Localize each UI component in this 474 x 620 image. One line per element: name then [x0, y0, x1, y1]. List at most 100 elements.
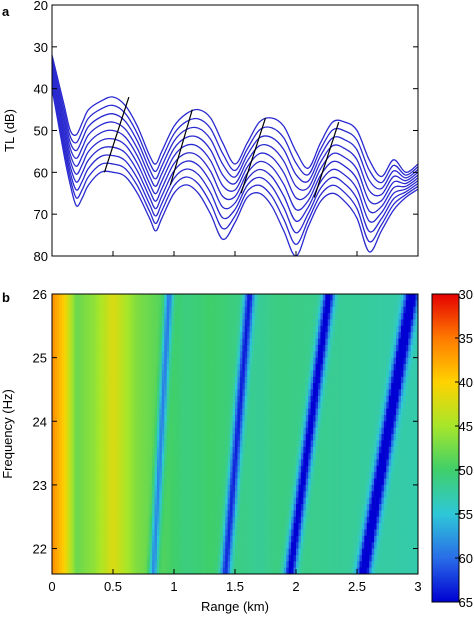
- heatmap-cell: [320, 478, 324, 486]
- heatmap-cell: [278, 300, 282, 308]
- heatmap-cell: [130, 434, 134, 441]
- heatmap-cell: [237, 472, 241, 480]
- heatmap-cell: [239, 332, 243, 340]
- heatmap-cell: [161, 332, 165, 340]
- heatmap-cell: [366, 294, 370, 301]
- heatmap-cell: [232, 376, 236, 384]
- heatmap-cell: [378, 395, 382, 403]
- heatmap-cell: [298, 319, 302, 327]
- heatmap-cell: [210, 434, 214, 441]
- heatmap-cell: [113, 434, 117, 441]
- heatmap-cell: [205, 402, 209, 410]
- heatmap-cell: [164, 446, 168, 454]
- heatmap-cell: [415, 351, 418, 359]
- heatmap-cell: [349, 434, 353, 441]
- heatmap-cell: [398, 414, 402, 422]
- heatmap-cell: [81, 427, 85, 435]
- heatmap-cell: [156, 319, 160, 327]
- heatmap-cell: [374, 497, 378, 505]
- heatmap-cell: [105, 453, 109, 461]
- heatmap-cell: [222, 453, 226, 461]
- heatmap-cell: [403, 294, 407, 301]
- heatmap-cell: [357, 497, 361, 505]
- heatmap-cell: [322, 313, 326, 321]
- heatmap-cell: [164, 338, 168, 346]
- heatmap-cell: [142, 465, 146, 473]
- heatmap-cell: [269, 497, 273, 505]
- heatmap-cell: [410, 491, 414, 499]
- heatmap-cell: [127, 408, 131, 416]
- heatmap-cell: [88, 421, 92, 429]
- heatmap-cell: [86, 376, 90, 384]
- heatmap-cell: [54, 465, 58, 473]
- heatmap-cell: [113, 395, 117, 403]
- heatmap-cell: [381, 294, 385, 301]
- heatmap-cell: [396, 465, 400, 473]
- heatmap-cell: [383, 440, 387, 448]
- heatmap-cell: [415, 383, 418, 391]
- heatmap-cell: [81, 344, 85, 352]
- heatmap-cell: [181, 294, 185, 301]
- heatmap-cell: [169, 357, 173, 365]
- heatmap-cell: [288, 383, 292, 391]
- heatmap-cell: [366, 357, 370, 365]
- heatmap-cell: [398, 421, 402, 429]
- heatmap-cell: [376, 332, 380, 340]
- heatmap-cell: [230, 364, 234, 371]
- heatmap-cell: [159, 484, 163, 492]
- heatmap-cell: [369, 453, 373, 461]
- heatmap-cell: [54, 395, 58, 403]
- heatmap-cell: [388, 465, 392, 473]
- heatmap-cell: [269, 414, 273, 422]
- heatmap-cell: [91, 294, 95, 301]
- heatmap-cell: [352, 446, 356, 454]
- heatmap-cell: [195, 453, 199, 461]
- heatmap-cell: [188, 421, 192, 429]
- heatmap-cell: [132, 453, 136, 461]
- heatmap-cell: [95, 491, 99, 499]
- heatmap-cell: [154, 344, 158, 352]
- heatmap-cell: [69, 332, 73, 340]
- heatmap-cell: [252, 370, 256, 378]
- heatmap-cell: [269, 389, 273, 397]
- heatmap-cell: [313, 402, 317, 410]
- heatmap-cell: [149, 294, 153, 301]
- heatmap-cell: [261, 472, 265, 480]
- heatmap-cell: [100, 357, 104, 365]
- heatmap-cell: [120, 453, 124, 461]
- heatmap-cell: [335, 332, 339, 340]
- heatmap-cell: [81, 472, 85, 480]
- panel-a-y-tick-label: 80: [34, 249, 48, 264]
- heatmap-cell: [222, 497, 226, 505]
- heatmap-cell: [344, 395, 348, 403]
- heatmap-cell: [156, 402, 160, 410]
- heatmap-cell: [193, 357, 197, 365]
- heatmap-cell: [127, 497, 131, 505]
- heatmap-cell: [298, 325, 302, 333]
- heatmap-cell: [283, 364, 287, 371]
- heatmap-cell: [52, 453, 56, 461]
- heatmap-cell: [393, 332, 397, 340]
- heatmap-cell: [195, 364, 199, 371]
- heatmap-cell: [408, 427, 412, 435]
- heatmap-cell: [56, 306, 60, 314]
- heatmap-cell: [115, 491, 119, 499]
- heatmap-cell: [52, 446, 56, 454]
- heatmap-cell: [298, 306, 302, 314]
- heatmap-cell: [176, 478, 180, 486]
- heatmap-cell: [332, 408, 336, 416]
- heatmap-cell: [369, 294, 373, 301]
- heatmap-cell: [103, 421, 107, 429]
- heatmap-cell: [278, 338, 282, 346]
- heatmap-cell: [117, 319, 121, 327]
- heatmap-cell: [283, 414, 287, 422]
- heatmap-cell: [83, 465, 87, 473]
- heatmap-cell: [120, 459, 124, 467]
- heatmap-cell: [386, 491, 390, 499]
- heatmap-cell: [410, 421, 414, 429]
- heatmap-cell: [56, 294, 60, 301]
- heatmap-cell: [137, 421, 141, 429]
- heatmap-cell: [354, 395, 358, 403]
- heatmap-cell: [217, 434, 221, 441]
- heatmap-cell: [398, 344, 402, 352]
